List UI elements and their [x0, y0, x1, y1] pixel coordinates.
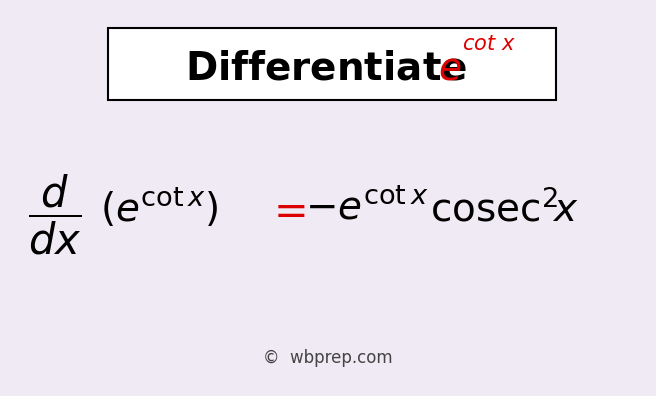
- Text: ©  wbprep.com: © wbprep.com: [263, 349, 393, 367]
- Text: $\mathit{e}$: $\mathit{e}$: [438, 52, 461, 88]
- Text: $-\mathit{e}^{\mathrm{cot\,}x}$: $-\mathit{e}^{\mathrm{cot\,}x}$: [305, 189, 428, 227]
- Text: $\mathrm{cosec}^2\!x$: $\mathrm{cosec}^2\!x$: [430, 190, 579, 230]
- Text: $\left(e^{\mathrm{cot\,}x}\right)$: $\left(e^{\mathrm{cot\,}x}\right)$: [100, 187, 218, 230]
- Text: $\mathbf{Differentiate}$: $\mathbf{Differentiate}$: [185, 49, 467, 87]
- Text: $\dfrac{d}{dx}$: $\dfrac{d}{dx}$: [28, 173, 81, 257]
- Text: $=$: $=$: [265, 189, 306, 231]
- FancyBboxPatch shape: [108, 28, 556, 100]
- Text: $\mathit{cot\ x}$: $\mathit{cot\ x}$: [462, 34, 516, 54]
